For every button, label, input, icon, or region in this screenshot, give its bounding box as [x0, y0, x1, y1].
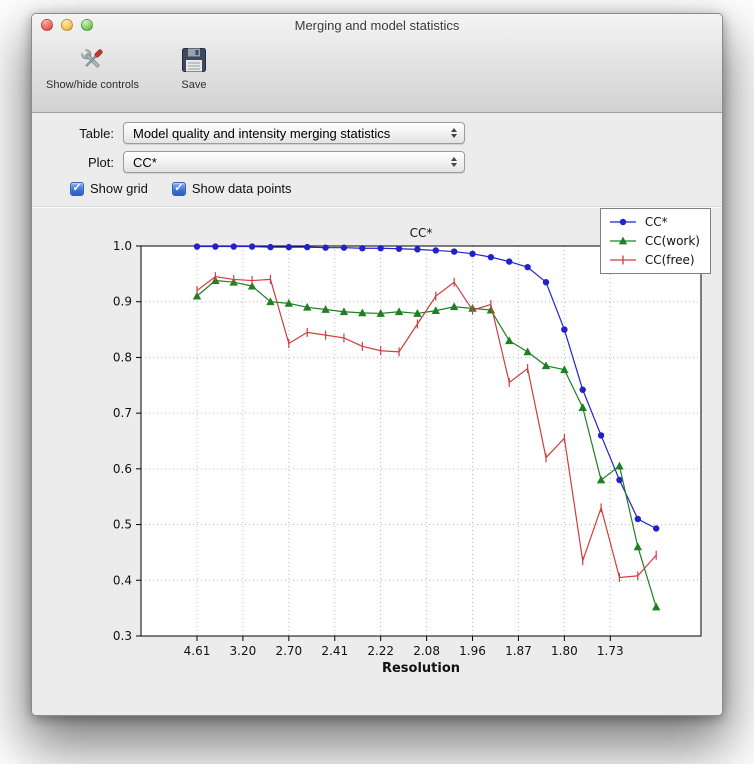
save-label: Save — [181, 79, 207, 91]
svg-text:1.96: 1.96 — [459, 644, 486, 658]
titlebar[interactable]: Merging and model statistics — [32, 14, 722, 36]
table-label: Table: — [79, 125, 114, 141]
legend-marker-cc-free — [609, 255, 636, 265]
table-select-value: Model quality and intensity merging stat… — [133, 125, 391, 141]
legend-item: CC(free) — [609, 253, 700, 267]
svg-text:0.7: 0.7 — [113, 406, 132, 420]
plot-label: Plot: — [87, 154, 114, 170]
divider — [32, 206, 722, 207]
tools-icon — [77, 43, 107, 77]
svg-text:0.4: 0.4 — [113, 573, 132, 587]
plot-row: Plot: CC* — [68, 151, 722, 173]
chart-xlabel: Resolution — [382, 661, 460, 676]
legend-marker-cc-star — [609, 218, 636, 226]
table-row: Table: Model quality and intensity mergi… — [68, 122, 722, 144]
svg-text:2.41: 2.41 — [321, 644, 348, 658]
show-data-points-label: Show data points — [191, 181, 292, 196]
options-row: Show grid Show data points — [70, 181, 722, 196]
svg-text:0.6: 0.6 — [113, 462, 132, 476]
popup-arrows-icon — [451, 128, 457, 138]
svg-text:4.61: 4.61 — [184, 644, 211, 658]
svg-text:2.70: 2.70 — [275, 644, 302, 658]
chart-title: CC* — [410, 226, 433, 240]
close-button[interactable] — [41, 19, 53, 31]
legend-label: CC(work) — [644, 234, 700, 248]
show-hide-controls-label: Show/hide controls — [46, 79, 139, 91]
svg-text:1.87: 1.87 — [505, 644, 532, 658]
save-icon — [181, 43, 207, 77]
svg-text:0.9: 0.9 — [113, 295, 132, 309]
chart-series-1 — [196, 279, 657, 608]
window-content: Table: Model quality and intensity mergi… — [32, 113, 722, 715]
window-title: Merging and model statistics — [294, 18, 460, 33]
show-grid-label: Show grid — [90, 181, 148, 196]
legend-label: CC* — [644, 215, 668, 229]
plot-select-value: CC* — [133, 154, 157, 170]
svg-text:0.5: 0.5 — [113, 518, 132, 532]
svg-text:1.80: 1.80 — [551, 644, 578, 658]
chart-series-2 — [196, 276, 657, 579]
minimize-button[interactable] — [61, 19, 73, 31]
window-controls — [41, 19, 93, 31]
legend-item: CC* — [609, 215, 700, 229]
app-window: Merging and model statistics — [31, 13, 723, 716]
legend-label: CC(free) — [644, 253, 695, 267]
popup-arrows-icon — [451, 157, 457, 167]
legend-marker-cc-work — [609, 236, 636, 245]
toolbar: Show/hide controls Save — [32, 36, 722, 93]
svg-text:0.8: 0.8 — [113, 350, 132, 364]
svg-text:2.22: 2.22 — [367, 644, 394, 658]
zoom-button[interactable] — [81, 19, 93, 31]
legend-item: CC(work) — [609, 234, 700, 248]
window-header: Merging and model statistics — [32, 14, 722, 113]
svg-text:2.08: 2.08 — [413, 644, 440, 658]
svg-text:0.3: 0.3 — [113, 629, 132, 643]
chart-legend: CC* CC(work) CC(free) — [599, 208, 711, 274]
chart-svg: 0.3 0.4 0.5 0.6 0.7 0.8 0.9 1.0 4.61 3.20 2.70 2.41… — [113, 226, 702, 676]
show-data-points-checkbox[interactable]: Show data points — [171, 181, 292, 196]
checkbox-checked-icon — [171, 181, 186, 196]
svg-text:3.20: 3.20 — [230, 644, 257, 658]
show-grid-checkbox[interactable]: Show grid — [70, 181, 148, 196]
table-select[interactable]: Model quality and intensity merging stat… — [123, 122, 465, 144]
checkbox-checked-icon — [70, 181, 84, 196]
save-button[interactable]: Save — [165, 41, 223, 93]
plot-select[interactable]: CC* — [123, 151, 465, 173]
svg-text:1.73: 1.73 — [597, 644, 624, 658]
svg-text:1.0: 1.0 — [113, 239, 132, 253]
show-hide-controls-button[interactable]: Show/hide controls — [42, 41, 143, 93]
